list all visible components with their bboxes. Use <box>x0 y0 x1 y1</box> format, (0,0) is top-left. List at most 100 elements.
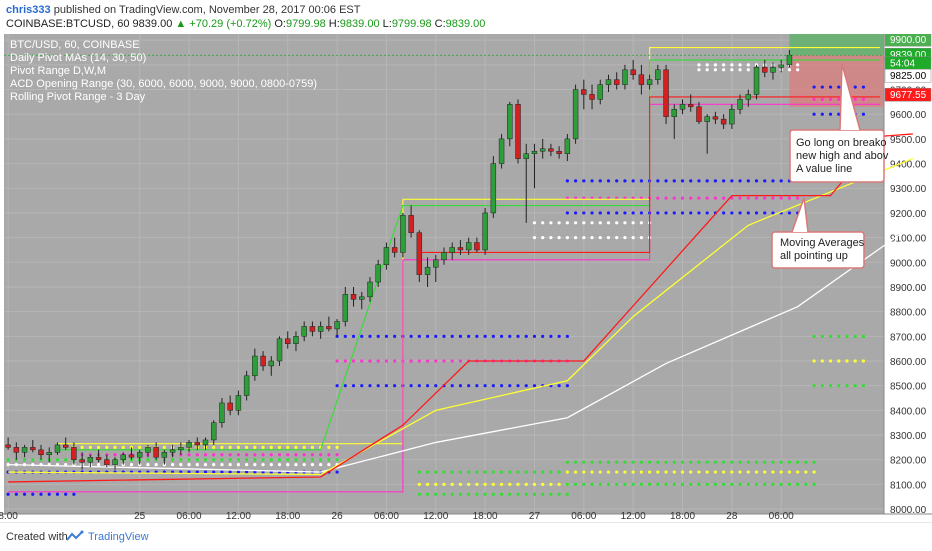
pivot-dot <box>384 384 389 388</box>
pivot-dot <box>582 482 586 486</box>
pivot-dot <box>105 445 109 449</box>
candle-body <box>745 94 752 100</box>
pivot-dot <box>779 460 783 464</box>
pivot-dot <box>55 458 60 462</box>
candle-body <box>531 150 538 154</box>
y-tick-label: 8200.00 <box>890 456 927 467</box>
pivot-dot <box>113 453 117 457</box>
annotation-breakout-text: new high and abov <box>796 150 889 162</box>
pivot-dot <box>705 68 709 72</box>
pivot-dot <box>598 221 602 225</box>
pivot-dot <box>631 211 635 215</box>
pivot-dot <box>261 458 265 462</box>
pivot-dot <box>294 453 298 457</box>
pivot-dot <box>730 211 734 215</box>
y-tick-label: 8400.00 <box>890 406 927 417</box>
pivot-dot <box>549 470 553 474</box>
pivot-dot <box>754 482 759 486</box>
indicator-legend-item: Pivot Range D,W,M <box>10 65 106 77</box>
pivot-dot <box>697 482 701 486</box>
pivot-dot <box>6 492 10 496</box>
pivot-dot <box>812 97 816 101</box>
candle-body <box>498 138 505 164</box>
pivot-dot <box>705 63 709 67</box>
pivot-dot <box>664 482 668 486</box>
open-label: O: <box>274 18 286 30</box>
pivot-dot <box>656 179 660 183</box>
pivot-dot <box>672 460 676 464</box>
pivot-dot <box>524 384 528 388</box>
pivot-dot <box>680 482 685 486</box>
pivot-dot <box>516 470 520 474</box>
pivot-dot <box>261 453 265 457</box>
pivot-dot <box>203 470 208 474</box>
pivot-dot <box>187 463 191 467</box>
pivot-dot <box>573 179 578 183</box>
candle-body <box>474 242 480 251</box>
pivot-dot <box>245 463 249 467</box>
pivot-dot <box>746 460 750 464</box>
candle-body <box>696 106 702 122</box>
candle-body <box>38 449 44 456</box>
pivot-dot <box>393 359 397 363</box>
pivot-dot <box>409 334 413 338</box>
pivot-dot <box>598 482 602 486</box>
candle-body <box>655 69 661 80</box>
pivot-dot <box>705 179 709 183</box>
pivot-dot <box>623 470 627 474</box>
pivot-dot <box>376 334 380 338</box>
close-label: C: <box>434 18 446 30</box>
pivot-dot <box>738 179 742 183</box>
candle-body <box>128 454 135 458</box>
pivot-dot <box>170 458 175 462</box>
x-tick-label: 06:00 <box>177 511 202 522</box>
pivot-dot <box>55 492 60 496</box>
pivot-dot <box>6 458 10 462</box>
pivot-dot <box>261 463 265 467</box>
pivot-dot <box>664 460 668 464</box>
pivot-dot <box>467 482 471 486</box>
candle-body <box>293 336 299 344</box>
pivot-dot <box>746 470 750 474</box>
pivot-dot <box>812 359 816 363</box>
candle-body <box>268 360 275 367</box>
pivot-dot <box>360 359 364 363</box>
y-tick-label: 8800.00 <box>890 308 927 319</box>
pivot-dot <box>269 453 273 457</box>
tradingview-link[interactable]: TradingView <box>88 531 149 543</box>
candle-body <box>622 69 628 85</box>
candle-body <box>21 447 28 453</box>
x-tick-label: 12:00 <box>423 511 448 522</box>
pivot-dot <box>746 63 750 67</box>
pivot-dot <box>713 63 718 67</box>
pivot-dot <box>245 453 249 457</box>
pivot-dot <box>212 470 216 474</box>
pivot-dot <box>541 492 545 496</box>
pivot-dot <box>763 460 767 464</box>
pivot-dot <box>828 359 833 363</box>
pivot-dot <box>573 211 578 215</box>
pivot-dot <box>220 463 224 467</box>
pivot-dot <box>434 359 438 363</box>
pivot-dot <box>327 445 331 449</box>
pivot-dot <box>722 68 726 72</box>
pivot-dot <box>631 235 635 240</box>
author-link[interactable]: chris333 <box>6 4 51 16</box>
pivot-dot <box>664 179 668 183</box>
pivot-dot <box>228 453 232 457</box>
candle-body <box>786 54 793 66</box>
candle-body <box>243 375 250 396</box>
pivot-dot <box>722 211 726 215</box>
pivot-dot <box>302 458 306 462</box>
pivot-dot <box>598 235 602 240</box>
pivot-dot <box>606 221 611 225</box>
pivot-dot <box>837 112 841 116</box>
candle-body <box>712 116 719 120</box>
pivot-dot <box>483 492 487 496</box>
price-change: +70.29 (+0.72%) <box>189 18 272 30</box>
high-value: 9839.00 <box>339 18 380 30</box>
pivot-dot <box>549 492 553 496</box>
price-chart[interactable]: 8000.00 8100.00 8200.00 8300.00 8400.00 8500.… <box>0 34 932 522</box>
pivot-dot <box>541 235 545 240</box>
pivot-dot <box>475 384 479 388</box>
